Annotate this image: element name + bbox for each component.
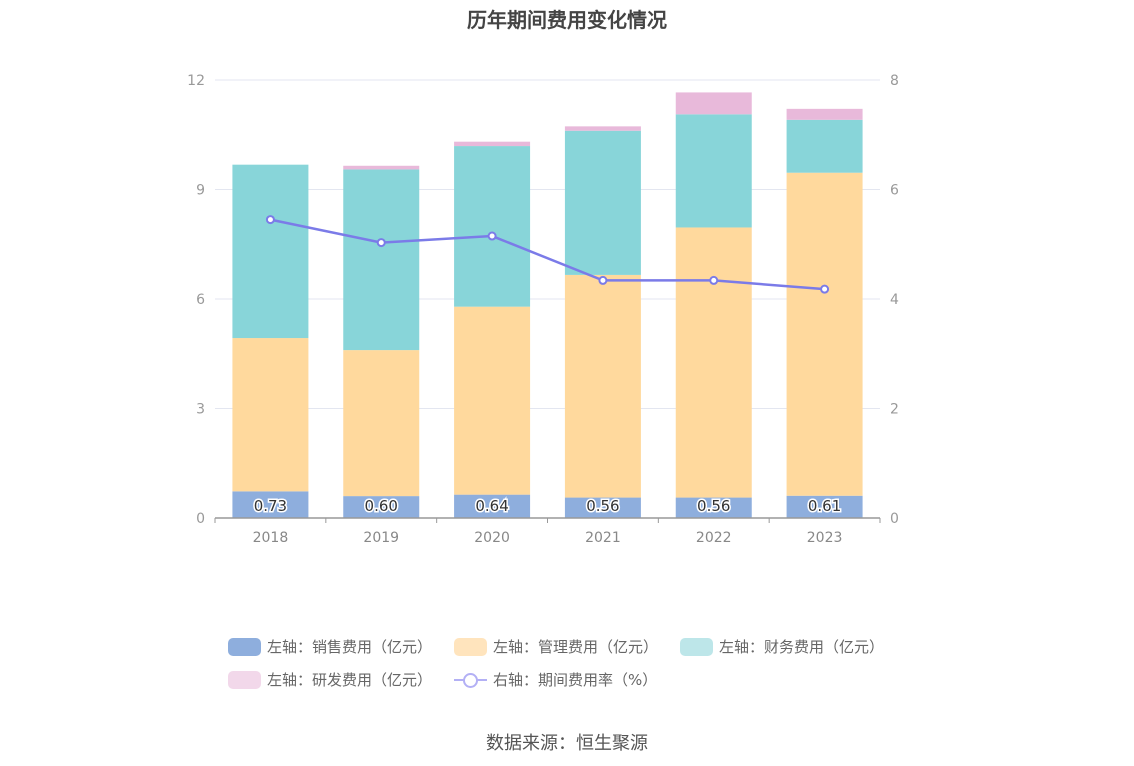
rate-point xyxy=(376,238,386,248)
grid-lines xyxy=(215,79,880,409)
bar-segment-series-1 xyxy=(675,227,752,498)
legend-swatch-rate xyxy=(454,671,488,689)
bar-segment-series-0 xyxy=(786,495,863,518)
right-axis-tick-label: 4 xyxy=(890,292,899,308)
legend-label-admin: 左轴：管理费用（亿元） xyxy=(493,638,659,656)
bar-segment-series-1 xyxy=(564,274,641,498)
bar-segment-series-3 xyxy=(675,92,752,115)
rate-point xyxy=(820,284,830,294)
legend-swatch-sales xyxy=(228,637,261,656)
bar-segment-series-2 xyxy=(454,146,531,307)
label-layer: 0.73 0.60 0.64 0.56 0.56 0.61 xyxy=(252,496,843,517)
legend-swatch-finance xyxy=(680,637,714,656)
bar-layer xyxy=(232,92,863,518)
left-axis-tick-label: 9 xyxy=(196,183,205,199)
line-layer xyxy=(265,215,830,294)
right-axis-tick-label: 8 xyxy=(890,73,899,89)
rate-point xyxy=(487,231,497,241)
data-label: 0.64 xyxy=(475,497,508,515)
chart-title: 历年期间费用变化情况 xyxy=(467,8,667,32)
legend-label-finance: 左轴：财务费用（亿元） xyxy=(719,638,885,656)
bar-segment-series-1 xyxy=(454,306,531,495)
bar-segment-series-0 xyxy=(454,494,531,518)
legend-item-admin[interactable]: 左轴：管理费用（亿元） xyxy=(454,636,658,657)
legend-label-rnd: 左轴：研发费用（亿元） xyxy=(267,671,433,689)
bar-segment-series-0 xyxy=(675,497,752,518)
bar-segment-series-0 xyxy=(564,497,641,518)
data-label: 0.73 xyxy=(254,497,287,515)
bar-segment-series-0 xyxy=(343,496,420,518)
source-note: 数据来源：恒生聚源 xyxy=(486,733,648,754)
left-axis-tick-label: 12 xyxy=(187,73,205,89)
x-axis-tick-label: 2022 xyxy=(696,530,732,546)
bar-segment-series-2 xyxy=(675,114,752,228)
rate-point xyxy=(265,215,275,225)
rate-point xyxy=(709,275,719,285)
right-axis-tick-label: 0 xyxy=(890,511,899,527)
legend-label-rate: 右轴：期间费用率（%） xyxy=(493,671,658,689)
bar-segment-series-3 xyxy=(786,108,863,120)
x-axis-tick-label: 2023 xyxy=(807,530,843,546)
legend: 左轴：销售费用（亿元） 左轴：管理费用（亿元） 左轴：财务费用（亿元） 左轴：研… xyxy=(228,630,948,696)
rate-line xyxy=(270,218,825,291)
bar-segment-series-2 xyxy=(232,164,309,339)
right-axis-tick-label: 2 xyxy=(890,402,899,418)
x-axis-tick-label: 2021 xyxy=(585,530,621,546)
bar-segment-series-2 xyxy=(564,130,641,275)
chart-plot: 0.73 0.60 0.64 0.56 0.56 0.61 0 3 6 9 12 0 2 4 6 8 2018… xyxy=(187,73,899,546)
bar-segment-series-0 xyxy=(232,491,309,518)
x-axis-tick-label: 2018 xyxy=(253,530,289,546)
legend-item-sales[interactable]: 左轴：销售费用（亿元） xyxy=(228,636,432,657)
bar-segment-series-2 xyxy=(786,119,863,173)
legend-swatch-admin xyxy=(454,637,488,656)
legend-swatch-rnd xyxy=(228,670,261,689)
data-label: 0.61 xyxy=(808,497,841,515)
data-label: 0.56 xyxy=(697,497,730,515)
left-axis-tick-label: 3 xyxy=(196,402,205,418)
data-label: 0.56 xyxy=(586,497,619,515)
bar-segment-series-1 xyxy=(786,172,863,496)
left-axis-tick-label: 0 xyxy=(196,511,205,527)
bar-segment-series-3 xyxy=(564,126,641,131)
bar-segment-series-1 xyxy=(232,338,309,492)
legend-item-rate[interactable]: 右轴：期间费用率（%） xyxy=(454,669,657,690)
right-axis-tick-label: 6 xyxy=(890,183,899,199)
legend-item-rnd[interactable]: 左轴：研发费用（亿元） xyxy=(228,669,432,690)
x-axis-tick-label: 2020 xyxy=(474,530,510,546)
bar-segment-series-3 xyxy=(454,141,531,147)
axis-layer: 0 3 6 9 12 0 2 4 6 8 2018 2019 2020 2021 2022 2023 xyxy=(187,73,899,546)
bar-segment-series-3 xyxy=(343,165,420,170)
x-axis-tick-label: 2019 xyxy=(363,530,399,546)
legend-label-sales: 左轴：销售费用（亿元） xyxy=(267,638,433,656)
rate-point xyxy=(598,275,608,285)
data-label: 0.60 xyxy=(365,497,398,515)
bar-segment-series-2 xyxy=(343,169,420,351)
left-axis-tick-label: 6 xyxy=(196,292,205,308)
legend-item-finance[interactable]: 左轴：财务费用（亿元） xyxy=(680,636,884,657)
bar-segment-series-1 xyxy=(343,350,420,497)
